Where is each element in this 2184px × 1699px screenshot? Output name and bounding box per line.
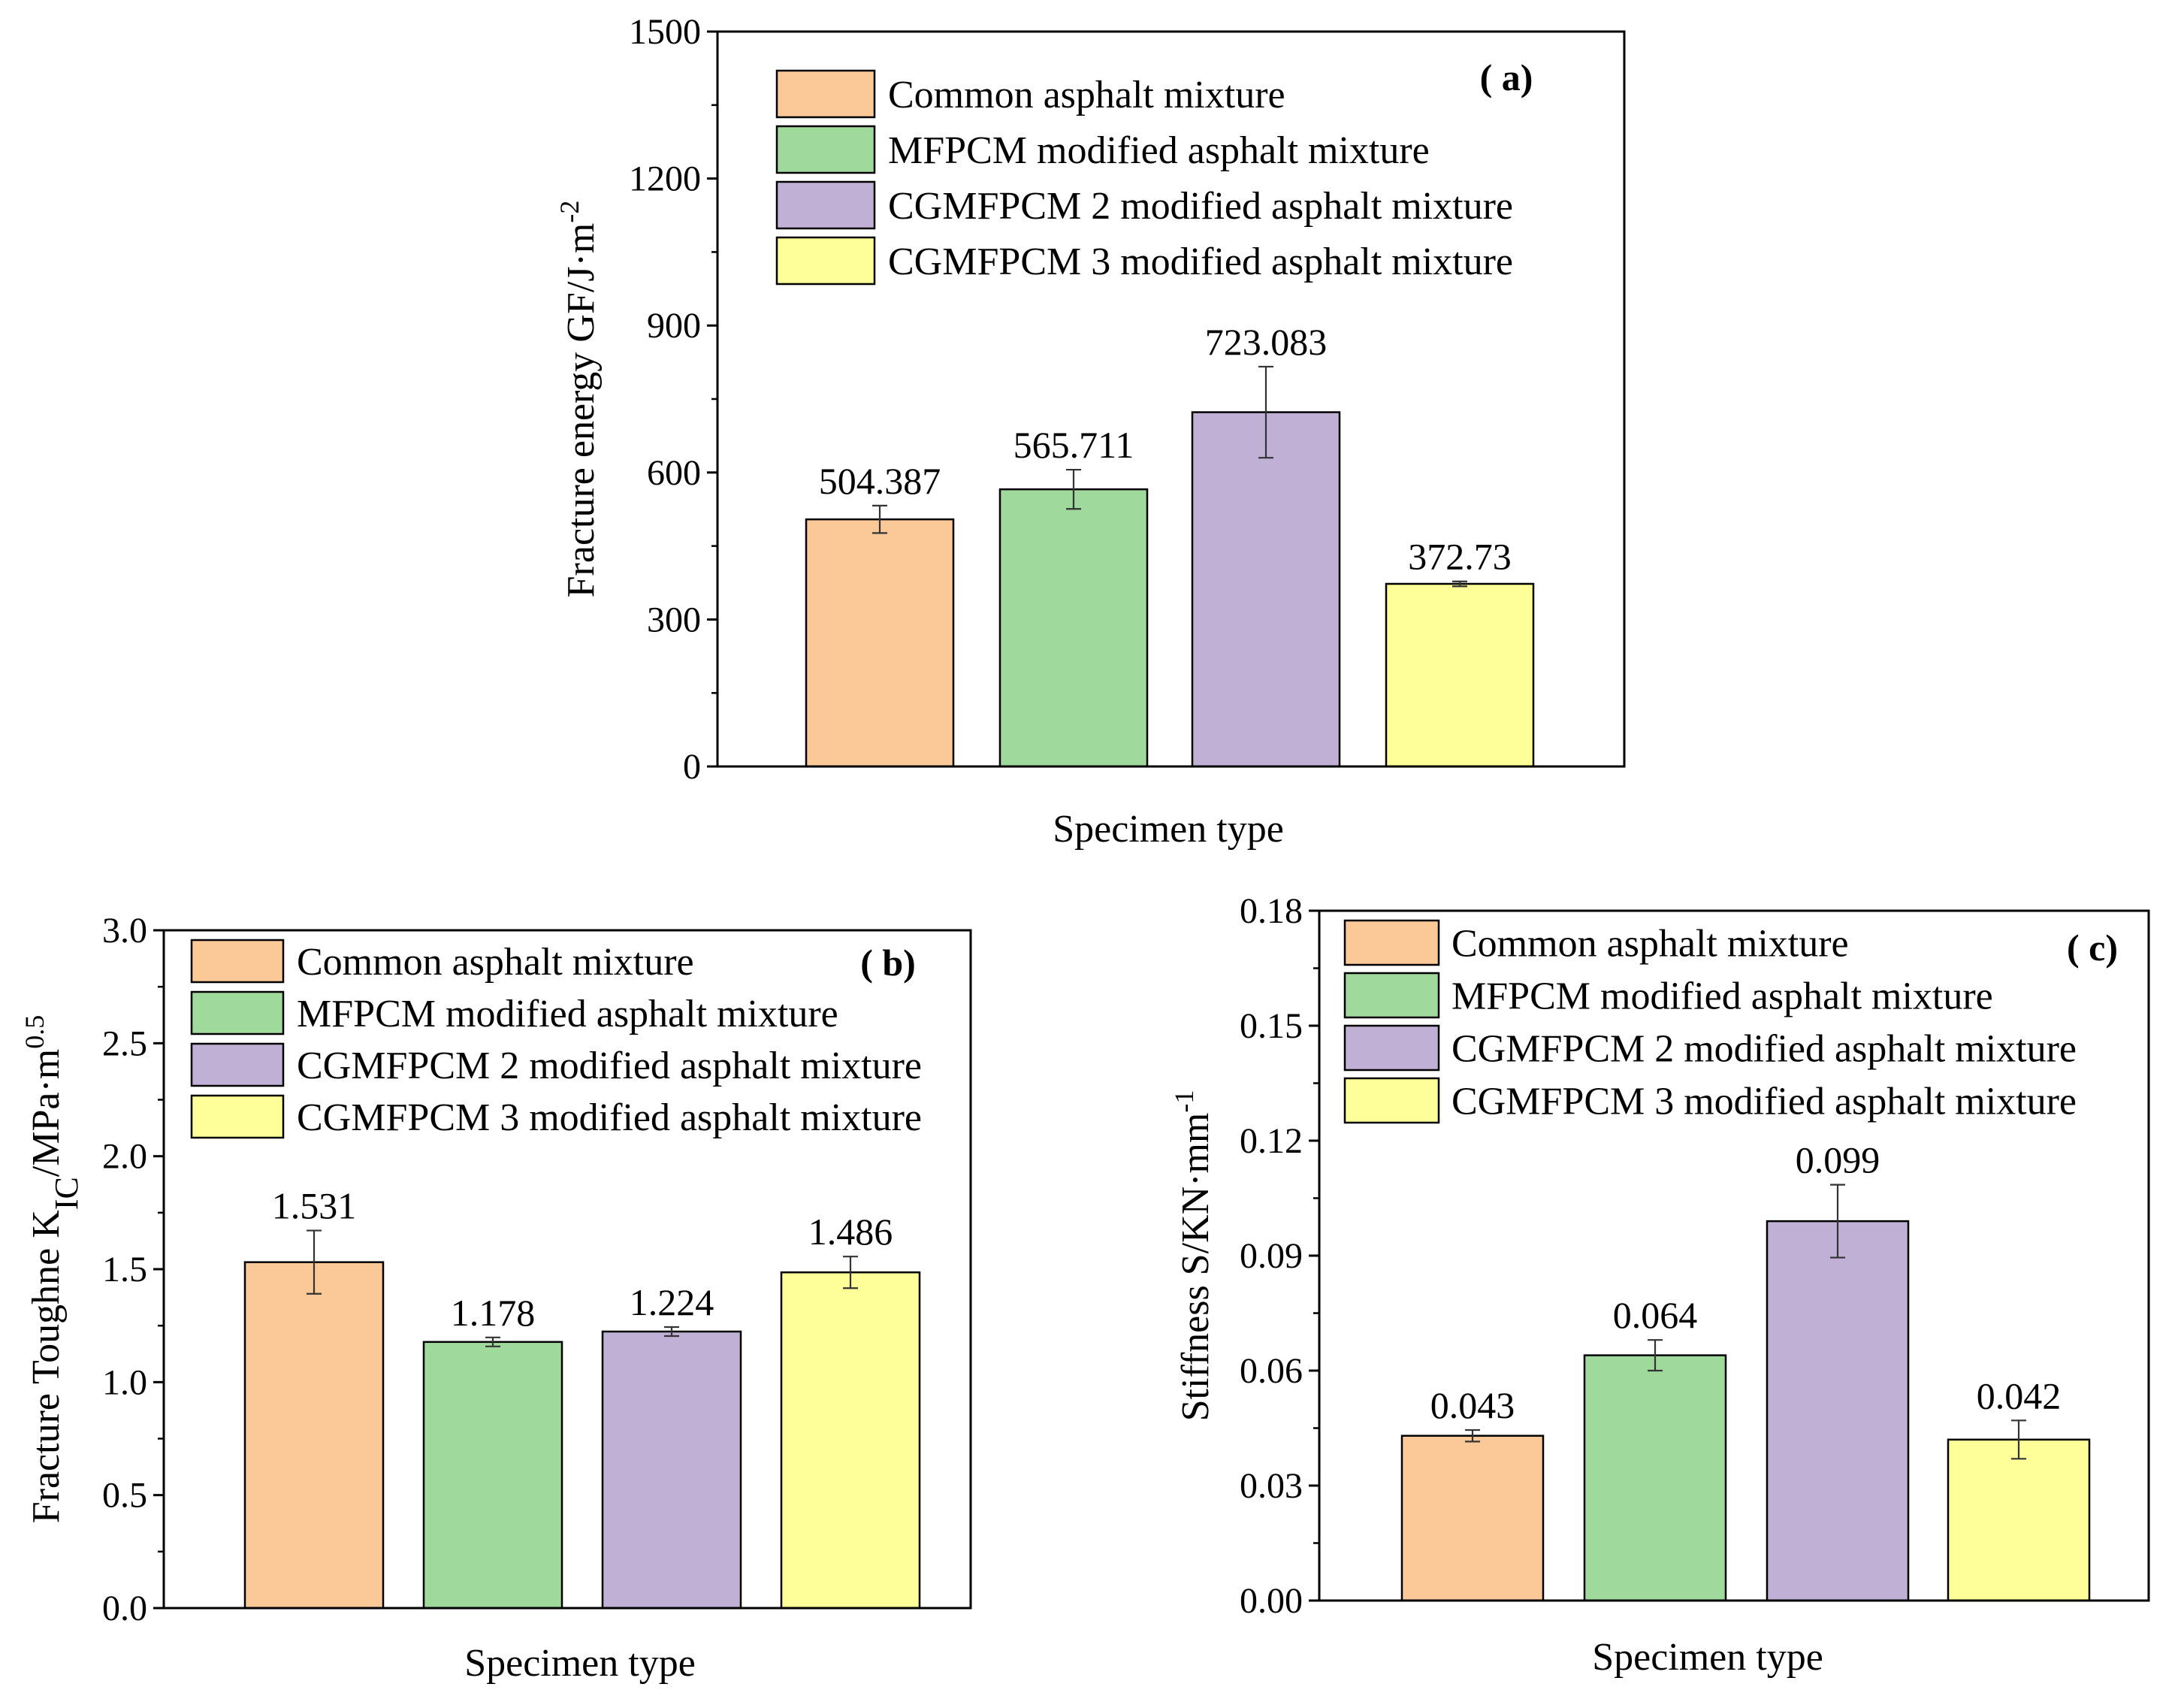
error-bar-cg2 — [1258, 365, 1273, 459]
bar-mfpcm — [422, 1341, 563, 1610]
legend-label-common: Common asphalt mixture — [297, 941, 694, 984]
y-tick-label: 0.15 — [1240, 1006, 1303, 1046]
bar-cg2 — [1191, 411, 1341, 768]
legend-label-cg3: CGMFPCM 3 modified asphalt mixture — [888, 240, 1513, 283]
y-tick-label: 0.06 — [1240, 1351, 1303, 1391]
x-axis-title: Specimen type — [464, 1642, 696, 1685]
y-tick-label: 1.5 — [102, 1250, 147, 1289]
value-label-mfpcm: 1.178 — [451, 1292, 536, 1334]
legend-swatch-common — [190, 939, 285, 984]
y-tick-label: 0 — [683, 747, 701, 787]
y-axis-title: Fracture Toughne KIC/MPa·m0.5 — [20, 1015, 85, 1524]
legend-swatch-cg2 — [1343, 1024, 1440, 1072]
y-tick-label: 1200 — [629, 159, 701, 199]
legend-swatch-cg2 — [775, 180, 876, 230]
legend-label-mfpcm: MFPCM modified asphalt mixture — [888, 129, 1430, 172]
legend-label-cg2: CGMFPCM 2 modified asphalt mixture — [1451, 1028, 2077, 1071]
value-label-common: 0.043 — [1430, 1384, 1515, 1426]
bar-common — [1400, 1434, 1545, 1602]
legend-swatch-cg3 — [775, 236, 876, 286]
legend-swatch-common — [1343, 919, 1440, 966]
y-tick-label: 0.09 — [1240, 1236, 1303, 1276]
panel-label: ( c) — [2067, 927, 2118, 969]
error-bar-cg3 — [1452, 580, 1467, 588]
legend-label-cg2: CGMFPCM 2 modified asphalt mixture — [888, 185, 1513, 228]
chart-panel-1: 504.387 565.711 723.083 372.73 0 300 600 900 120… — [554, 12, 1626, 851]
value-label-common: 1.531 — [272, 1185, 357, 1227]
y-tick-label: 300 — [647, 600, 701, 639]
y-tick-label: 0.18 — [1240, 891, 1303, 931]
y-tick-label: 0.12 — [1240, 1121, 1303, 1161]
bar-common — [805, 518, 955, 768]
legend-swatch-common — [775, 69, 876, 119]
error-bar-common — [307, 1229, 322, 1295]
y-tick-label: 3.0 — [102, 911, 147, 951]
bar-cg2 — [1766, 1220, 1910, 1602]
bar-mfpcm — [1583, 1354, 1727, 1602]
y-tick-label: 900 — [647, 306, 701, 346]
value-label-cg2: 723.083 — [1205, 321, 1328, 363]
legend-label-mfpcm: MFPCM modified asphalt mixture — [1451, 975, 1993, 1018]
bar-common — [243, 1261, 385, 1610]
error-bar-cg2 — [664, 1326, 679, 1338]
error-bar-mfpcm — [1648, 1339, 1663, 1372]
y-tick-label: 0.00 — [1240, 1581, 1303, 1621]
y-tick-label: 1500 — [629, 12, 701, 52]
bar-cg3 — [1947, 1438, 2091, 1602]
legend-label-common: Common asphalt mixture — [888, 74, 1285, 116]
value-label-mfpcm: 0.064 — [1613, 1294, 1698, 1336]
error-bar-cg2 — [1830, 1184, 1845, 1259]
error-bar-common — [1465, 1428, 1480, 1443]
error-bar-cg3 — [843, 1256, 858, 1289]
value-label-common: 504.387 — [819, 460, 941, 502]
y-tick-label: 0.03 — [1240, 1466, 1303, 1506]
legend-swatch-cg3 — [1343, 1077, 1440, 1124]
legend-label-cg2: CGMFPCM 2 modified asphalt mixture — [297, 1044, 922, 1087]
value-label-cg3: 1.486 — [808, 1211, 893, 1253]
legend-swatch-mfpcm — [1343, 972, 1440, 1019]
y-tick-label: 2.5 — [102, 1023, 147, 1063]
x-axis-title: Specimen type — [1053, 808, 1284, 851]
chart-panel-2: 1.531 1.178 1.224 1.486 0.0 0.5 1.0 1.5 2.0 2.5 3.… — [20, 911, 972, 1685]
value-label-mfpcm: 565.711 — [1013, 424, 1134, 466]
x-axis-title: Specimen type — [1592, 1636, 1823, 1679]
value-label-cg3: 372.73 — [1408, 536, 1512, 578]
legend-swatch-cg3 — [190, 1094, 285, 1139]
y-axis-title: Stiffness S/KN·mm-1 — [1169, 1090, 1217, 1422]
value-label-cg2: 0.099 — [1796, 1139, 1880, 1181]
legend-swatch-cg2 — [190, 1042, 285, 1087]
legend-swatch-mfpcm — [775, 125, 876, 174]
chart-panel-3: 0.043 0.064 0.099 0.042 0.00 0.03 0.06 0.09 0.12… — [1169, 891, 2150, 1679]
legend-label-common: Common asphalt mixture — [1451, 923, 1849, 966]
bar-mfpcm — [998, 488, 1149, 768]
y-tick-label: 0.0 — [102, 1589, 147, 1628]
bar-cg3 — [780, 1271, 921, 1610]
legend-label-cg3: CGMFPCM 3 modified asphalt mixture — [297, 1096, 922, 1139]
y-axis-title: Fracture energy GF/J·m-2 — [554, 201, 603, 598]
value-label-cg3: 0.042 — [1977, 1374, 2062, 1416]
legend-label-mfpcm: MFPCM modified asphalt mixture — [297, 993, 838, 1035]
error-bar-cg3 — [2011, 1419, 2026, 1460]
panel-label: ( a) — [1480, 56, 1533, 98]
y-tick-label: 600 — [647, 453, 701, 493]
panel-label: ( b) — [860, 942, 916, 984]
bar-cg3 — [1385, 582, 1535, 768]
bar-cg2 — [601, 1330, 742, 1610]
error-bar-mfpcm — [1066, 468, 1081, 510]
y-tick-label: 1.0 — [102, 1362, 147, 1402]
legend-swatch-mfpcm — [190, 990, 285, 1035]
y-tick-label: 0.5 — [102, 1476, 147, 1516]
y-tick-label: 2.0 — [102, 1137, 147, 1177]
error-bar-common — [872, 504, 887, 534]
error-bar-mfpcm — [485, 1336, 500, 1347]
value-label-cg2: 1.224 — [630, 1281, 714, 1323]
legend-label-cg3: CGMFPCM 3 modified asphalt mixture — [1451, 1081, 2077, 1123]
